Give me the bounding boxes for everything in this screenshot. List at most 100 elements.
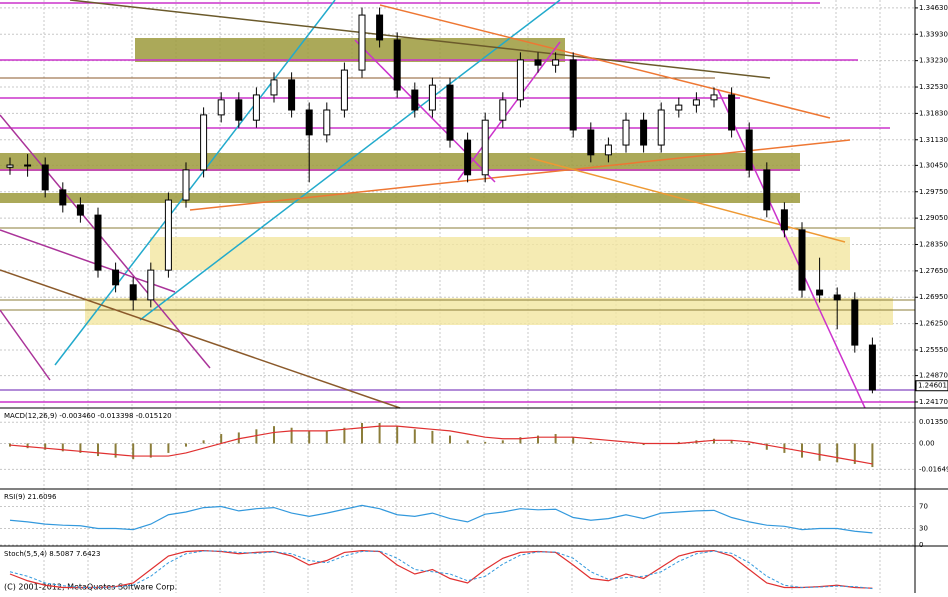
candle-body <box>270 79 278 96</box>
y-tick-label: 1.34630 <box>919 4 948 12</box>
candle-body <box>200 114 208 171</box>
trend-line <box>0 269 401 409</box>
rsi-line <box>9 504 873 534</box>
trend-line <box>0 114 211 369</box>
y-tick-label: 30 <box>919 525 928 533</box>
stoch-signal <box>9 550 873 590</box>
candle-body <box>164 199 172 271</box>
y-tick-label: 1.31130 <box>919 136 948 144</box>
y-tick-label: 1.24870 <box>919 372 948 380</box>
y-tick-label: 1.29750 <box>919 188 948 196</box>
current-price-box <box>915 380 948 392</box>
candle-body <box>428 84 436 111</box>
candle-body <box>534 59 542 66</box>
candle-body <box>798 229 806 291</box>
candle-body <box>587 129 595 156</box>
candle-body <box>6 164 14 168</box>
candle-body <box>851 299 859 346</box>
zone <box>0 193 800 203</box>
trend-line <box>457 41 561 181</box>
y-tick-label: 1.31830 <box>919 109 948 117</box>
candle-body <box>868 344 876 391</box>
zone <box>85 298 893 325</box>
candle-body <box>323 109 331 136</box>
candle-body <box>446 84 454 141</box>
candle-body <box>816 289 824 296</box>
candle-body <box>675 104 683 111</box>
y-tick-label: 1.27650 <box>919 267 948 275</box>
candle-body <box>516 59 524 101</box>
candle-body <box>622 119 630 146</box>
candle-body <box>376 14 384 41</box>
channel-line <box>139 0 561 321</box>
candle-body <box>763 169 771 211</box>
y-tick-label: 1.30450 <box>919 161 948 169</box>
candle-body <box>393 39 401 91</box>
candle-body <box>745 129 753 171</box>
candle-body <box>217 99 225 116</box>
trend-line <box>717 89 866 409</box>
y-tick-label: 1.25550 <box>919 346 948 354</box>
trend-line <box>69 0 771 79</box>
y-tick-label: -0.01649 <box>919 465 948 473</box>
y-tick-label: 1.26950 <box>919 293 948 301</box>
y-tick-label: 1.24170 <box>919 398 948 406</box>
indicator-label: Stoch(5,5,4) 8.5087 7.6423 <box>4 550 100 558</box>
candle-body <box>340 69 348 111</box>
macd-signal <box>9 425 873 465</box>
candle-body <box>481 119 489 176</box>
y-tick-label: 0.00 <box>919 439 935 447</box>
candle-body <box>569 59 577 131</box>
indicator-label: MACD(12,26,9) -0.003460 -0.013398 -0.015… <box>4 412 172 420</box>
current-price-label: 1.24601 <box>918 382 947 390</box>
y-tick-label: 1.29050 <box>919 214 948 222</box>
indicator-label: RSI(9) 21.6096 <box>4 493 57 501</box>
trend-line <box>379 4 831 119</box>
candle-body <box>604 144 612 156</box>
trend-line <box>0 229 176 293</box>
candle-body <box>288 79 296 111</box>
candle-body <box>710 94 718 101</box>
candle-body <box>112 269 120 286</box>
zone <box>135 38 565 62</box>
candle-body <box>24 164 32 167</box>
channel-line <box>54 0 336 366</box>
candle-body <box>252 94 260 121</box>
candle-body <box>499 99 507 121</box>
trend-line <box>354 39 496 183</box>
candle-body <box>657 109 665 146</box>
candle-body <box>833 294 841 301</box>
y-tick-label: 1.28350 <box>919 240 948 248</box>
candle-body <box>464 139 472 176</box>
y-tick-label: 1.33230 <box>919 57 948 65</box>
y-tick-label: 0.01350 <box>919 418 948 426</box>
y-tick-label: 1.26250 <box>919 320 948 328</box>
zone <box>150 237 850 270</box>
trend-lines <box>0 0 915 409</box>
stoch-main <box>9 549 873 589</box>
trend-line <box>0 309 51 381</box>
trend-line <box>189 139 851 211</box>
candle-body <box>358 14 366 71</box>
candle-body <box>76 204 84 216</box>
y-tick-label: 1.33930 <box>919 30 948 38</box>
zone <box>0 153 800 171</box>
candle-body <box>552 59 560 66</box>
candle-body <box>692 99 700 106</box>
candle-body <box>182 169 190 201</box>
candle-body <box>129 284 137 301</box>
y-tick-label: 0 <box>919 541 923 549</box>
candle-body <box>59 189 67 206</box>
candle-body <box>94 214 102 271</box>
candle-body <box>411 89 419 111</box>
y-tick-label: 70 <box>919 503 928 511</box>
candle-body <box>147 269 155 301</box>
trend-line <box>529 157 846 243</box>
candle-body <box>235 99 243 121</box>
candle-body <box>728 94 736 131</box>
y-tick-label: 1.32530 <box>919 83 948 91</box>
candle-body <box>41 164 49 191</box>
